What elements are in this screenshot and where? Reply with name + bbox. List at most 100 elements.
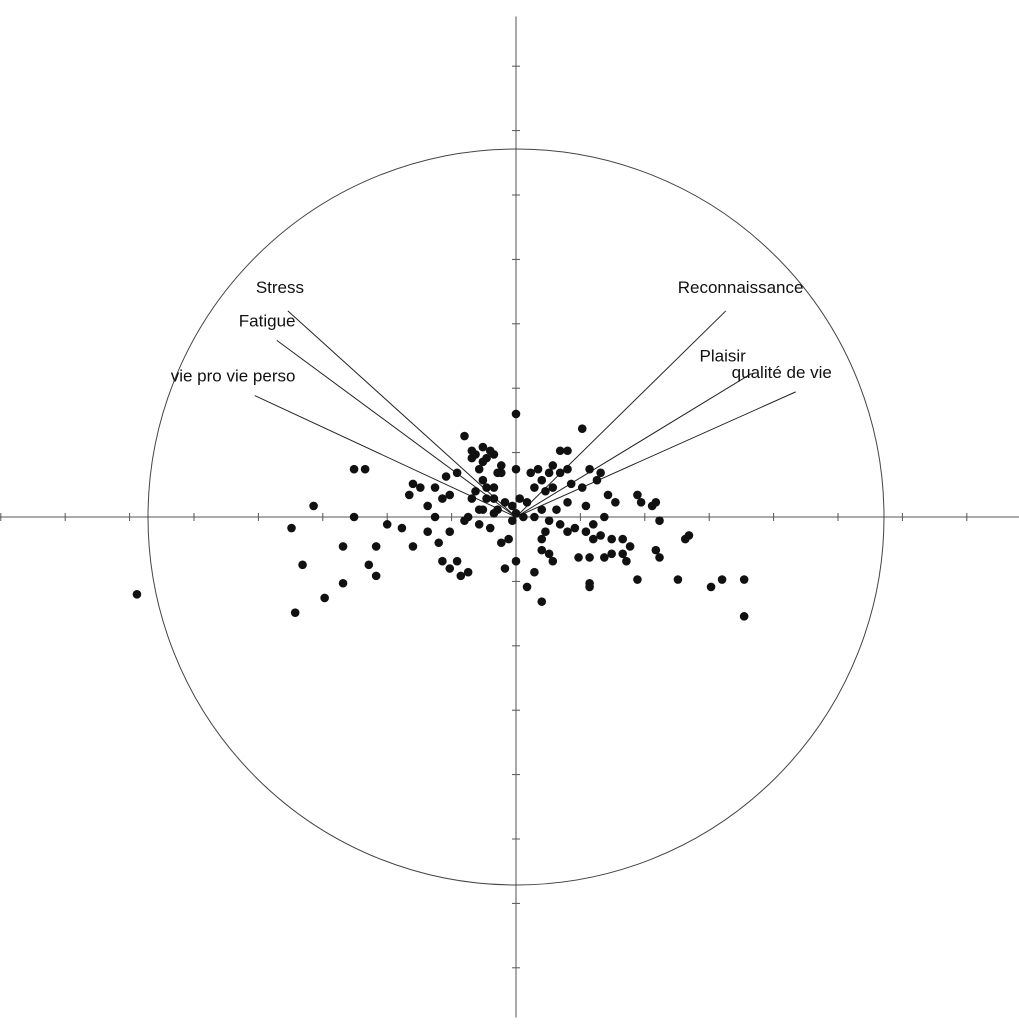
vector-qualit-de-vie [515, 391, 796, 518]
data-point [371, 542, 381, 551]
data-point [441, 472, 451, 481]
data-point [508, 516, 517, 525]
data-point [537, 545, 547, 555]
data-point [739, 575, 749, 584]
data-point [371, 571, 381, 581]
data-point [581, 501, 591, 511]
vector-label: Fatigue [239, 311, 296, 330]
data-point [504, 534, 513, 544]
data-point [530, 567, 539, 577]
vector-label: Plaisir [700, 346, 747, 365]
data-point [482, 483, 491, 492]
data-point [537, 505, 547, 514]
data-point [445, 564, 455, 573]
data-point [519, 512, 528, 522]
data-point [478, 505, 488, 514]
data-point [655, 516, 664, 525]
data-point [496, 538, 506, 548]
data-point [600, 512, 609, 522]
data-point [430, 483, 440, 492]
data-point [530, 512, 539, 522]
data-point [382, 520, 392, 529]
data-point [460, 431, 469, 441]
vector-layer [254, 310, 796, 518]
data-point [563, 446, 572, 456]
data-point [511, 509, 521, 518]
data-point [434, 538, 444, 548]
data-point [607, 549, 616, 559]
data-point [467, 494, 477, 503]
data-point [416, 483, 425, 492]
data-point [581, 527, 591, 537]
data-point [544, 549, 554, 559]
data-point [408, 542, 418, 551]
data-point [636, 497, 646, 507]
data-point [478, 442, 488, 452]
data-point [489, 483, 499, 492]
data-point [522, 497, 532, 507]
data-point [585, 582, 594, 592]
data-point [577, 483, 587, 492]
data-point [467, 446, 477, 456]
data-point [508, 501, 517, 511]
data-point [360, 464, 370, 474]
data-point [607, 534, 616, 544]
data-point [438, 494, 447, 503]
data-point [533, 464, 543, 474]
data-point [463, 512, 473, 522]
data-point [655, 553, 664, 562]
data-point [552, 505, 561, 514]
vector-plaisir [515, 373, 752, 518]
data-point [511, 556, 521, 566]
data-point [588, 520, 598, 529]
data-point [511, 409, 521, 419]
data-point [706, 582, 716, 592]
data-point [588, 534, 598, 544]
data-point [651, 545, 661, 555]
data-point [500, 564, 510, 573]
data-point [566, 479, 576, 489]
data-point [478, 475, 488, 485]
data-point [541, 527, 550, 537]
vector-label: Stress [256, 278, 304, 297]
data-point [633, 490, 642, 500]
data-point [585, 553, 594, 562]
data-point [515, 494, 524, 503]
vector-reconnaissance [515, 310, 727, 518]
data-point [445, 490, 455, 500]
data-point [548, 556, 558, 566]
data-point [522, 582, 532, 592]
data-point [537, 475, 547, 485]
data-point [544, 516, 554, 525]
data-point [563, 497, 572, 507]
data-point [555, 446, 565, 456]
data-point [397, 523, 407, 533]
data-point [452, 556, 462, 566]
data-point [485, 446, 495, 456]
data-point [570, 523, 580, 533]
data-point [625, 542, 635, 551]
data-point [290, 608, 300, 617]
data-point [622, 556, 631, 566]
data-point [408, 479, 418, 489]
data-point [500, 497, 510, 507]
vector-label: vie pro vie perso [171, 367, 296, 386]
data-point [338, 542, 348, 551]
data-point [526, 468, 536, 478]
data-point [717, 575, 727, 584]
data-point [548, 461, 558, 470]
data-point [287, 523, 296, 533]
data-point [298, 560, 307, 570]
data-point [555, 520, 565, 529]
data-point [132, 589, 142, 599]
data-point [320, 593, 329, 603]
data-point [482, 494, 491, 503]
axes-layer [0, 16, 1019, 1018]
data-point [456, 571, 466, 581]
data-point [574, 553, 583, 562]
circle-layer [147, 148, 885, 886]
data-point [596, 468, 605, 478]
data-point [496, 461, 506, 470]
